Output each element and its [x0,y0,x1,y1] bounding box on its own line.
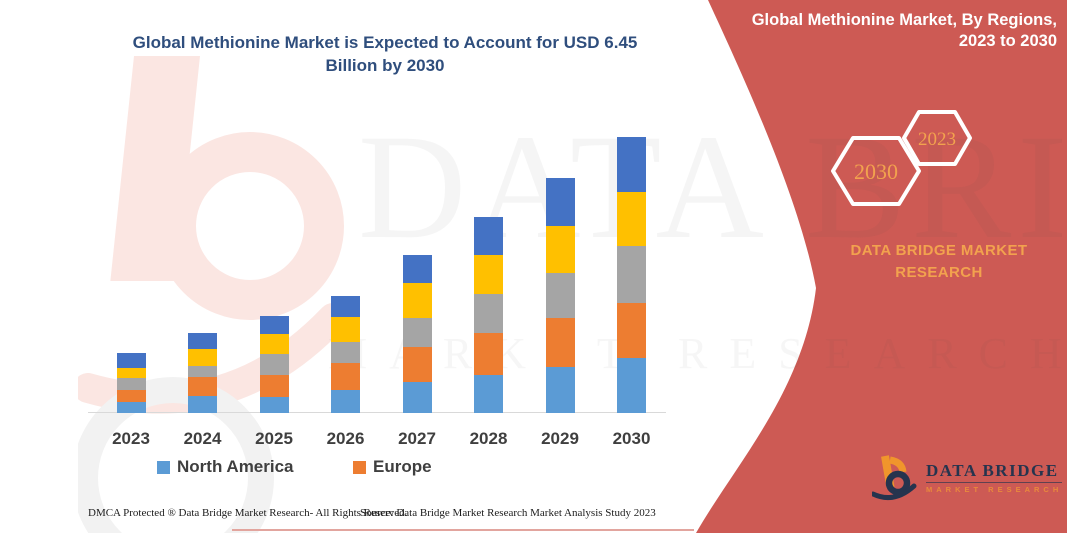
bar-segment [188,377,217,396]
bar-segment [545,367,575,413]
stacked-bar-2025 [259,315,289,413]
bar-segment [402,255,432,283]
bar-segment [474,255,503,295]
bar-segment [116,353,146,369]
bar-segment [474,294,503,334]
bar-segment [474,374,503,413]
legend-item-europe: Europe [353,457,432,477]
bar-segment [188,333,217,349]
footer-dmca-text: DMCA Protected ® Data Bridge Market Rese… [88,507,408,519]
x-axis-label: 2025 [255,429,293,448]
logo-text-block: DATA BRIDGE MARKET RESEARCH [926,461,1063,495]
x-axis-label: 2027 [398,429,436,448]
hexagon-2023: 2023 [902,110,972,166]
stacked-bar-2028 [474,217,503,413]
bar-segment [259,315,289,334]
bar-segment [331,362,360,390]
bar-segment [188,348,217,367]
hexagon-2030: 2030 [831,136,921,206]
bar-segment [188,395,217,413]
stacked-bar-2027 [402,255,432,413]
legend-swatch [353,460,366,474]
hexagon-2030-label: 2030 [854,159,898,184]
bar-segment [331,341,360,363]
bar-segment [331,296,360,318]
stacked-bar-2026 [331,296,360,413]
bar-segment [617,302,646,358]
logo-divider [926,482,1063,484]
bar-segment [402,347,432,383]
footer-source-text: Source: Data Bridge Market Research Mark… [360,507,656,519]
stacked-bar-2023 [116,353,146,413]
bar-segment [116,377,146,390]
stacked-bar-2024 [188,333,217,413]
legend-label: Europe [373,457,432,476]
red-panel-path [696,0,1067,533]
legend-label: North America [177,457,294,476]
chart-title: Global Methionine Market is Expected to … [132,33,638,75]
legend-swatch [157,460,170,474]
bar-segment [188,366,217,378]
bar-segment [259,333,289,354]
bar-segment [259,375,289,398]
bottom-accent-line [232,529,694,531]
bar-segment [331,389,360,413]
stacked-bar-2029 [545,177,575,413]
data-bridge-logo-icon [872,455,917,501]
bar-segment [402,318,432,348]
bar-segment [545,272,575,319]
logo-tagline: MARKET RESEARCH [926,485,1063,495]
x-axis-label: 2030 [612,429,651,448]
panel-heading: Global Methionine Market, By Regions, 20… [751,11,1057,50]
bar-segment [474,333,503,375]
bar-segment [545,318,575,368]
bar-segment [259,353,289,376]
bar-segment [545,177,575,226]
bar-segment [617,191,646,246]
bar-segment [402,282,432,319]
bar-segment [545,225,575,273]
bar-segment [474,217,503,256]
hexagon-badges: 2030 2023 [831,110,972,206]
logo-name: DATA BRIDGE [926,461,1059,481]
stacked-bar-2030 [617,137,646,413]
hexagon-2023-label: 2023 [918,129,956,150]
x-axis-label: 2023 [112,429,150,448]
x-axis-line [88,412,666,413]
x-axis-label: 2026 [326,429,365,448]
bar-segment [617,357,646,413]
bar-segment [116,389,146,402]
bar-segment [259,397,289,413]
bar-segment [402,382,432,413]
brand-wordmark: DATA BRIDGE MARKET RESEARCH [850,242,1028,281]
bar-segment [617,137,646,192]
bar-segment [116,368,146,378]
legend-item-north-america: North America [157,457,294,477]
bar-segment [116,401,146,413]
x-axis-label: 2028 [469,429,508,448]
x-axis-label: 2029 [541,429,579,448]
x-axis-label: 2024 [183,429,222,448]
bar-segment [617,245,646,303]
data-bridge-logo: DATA BRIDGE MARKET RESEARCH [872,452,1063,504]
bar-segment [331,317,360,342]
